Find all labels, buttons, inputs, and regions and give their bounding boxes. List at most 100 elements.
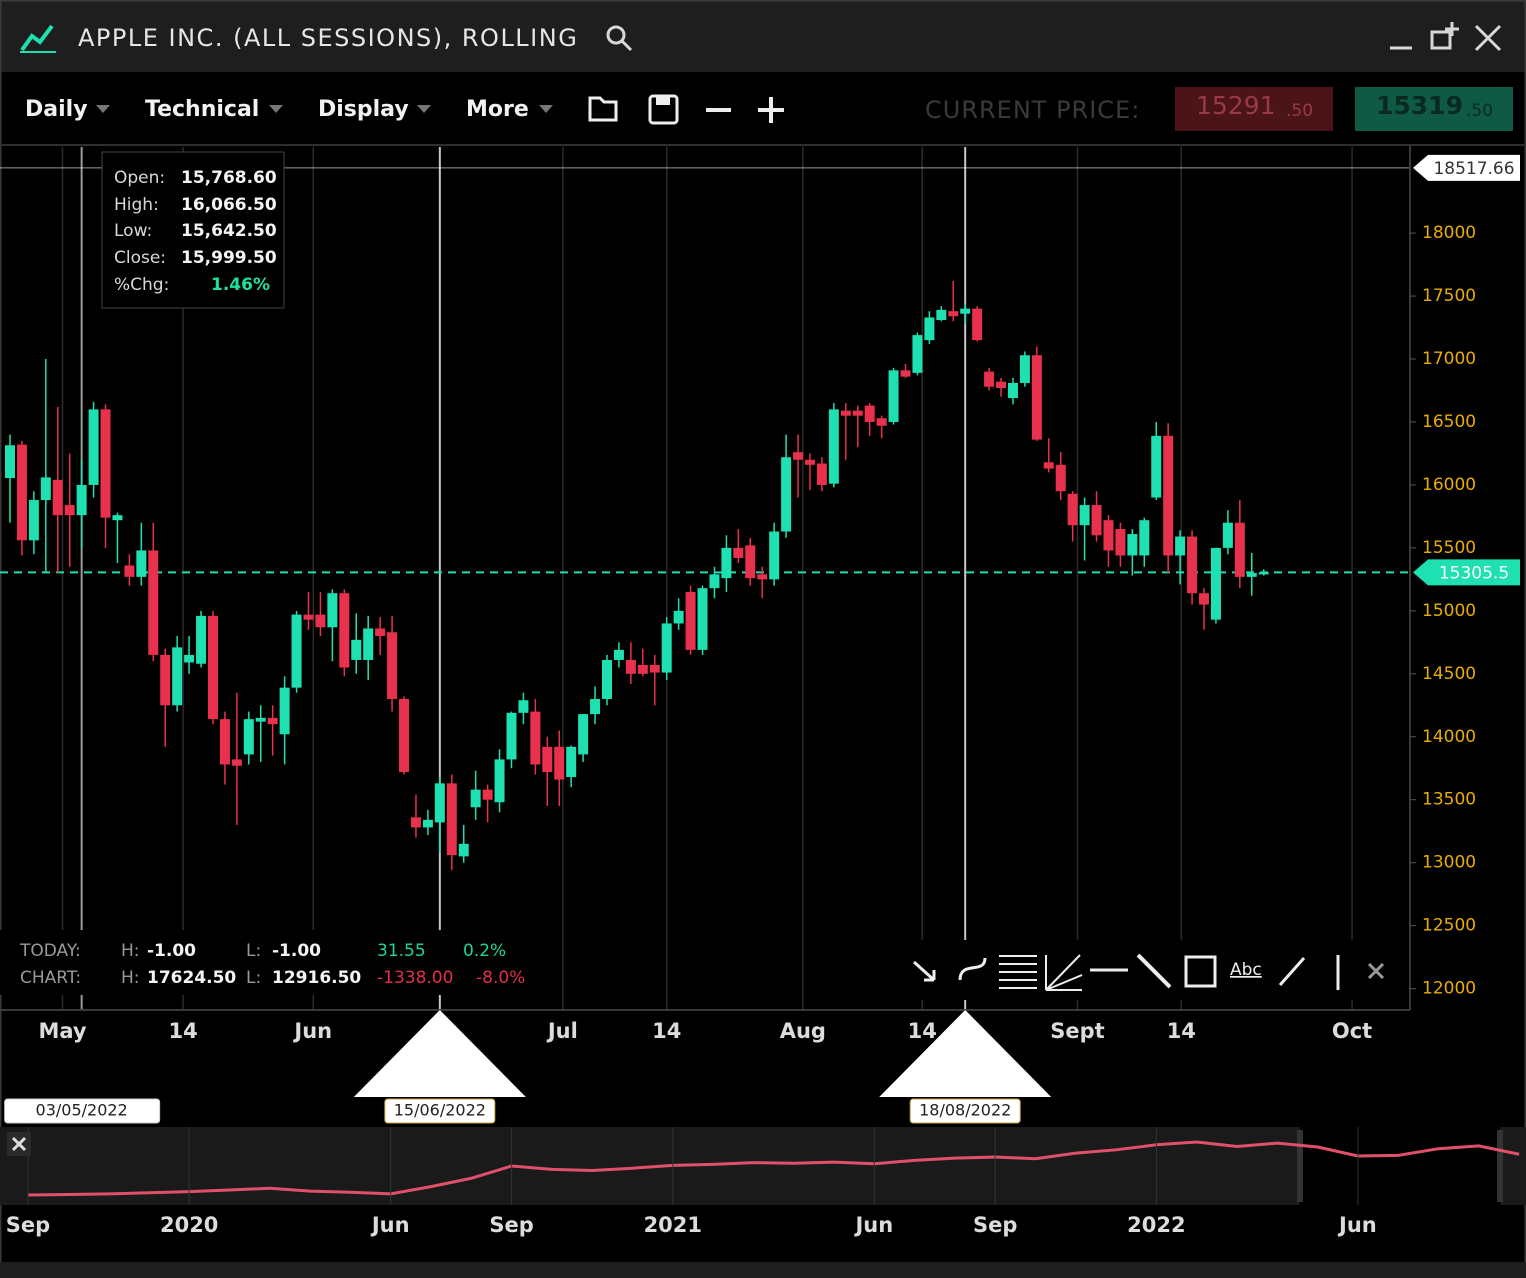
candle-body — [112, 515, 122, 520]
candle-body — [17, 445, 27, 541]
tool-text[interactable]: Abc — [1230, 960, 1262, 980]
candle-body — [554, 747, 564, 780]
y-tick-label: 14000 — [1422, 727, 1476, 747]
candle-body — [65, 505, 75, 515]
x-tick-label: Jul — [546, 1019, 578, 1043]
navigator-tick-label: Sep — [973, 1213, 1017, 1237]
candle-body — [1044, 462, 1054, 468]
navigator-window[interactable] — [1300, 1127, 1500, 1205]
bid-price: 15291 — [1196, 91, 1276, 120]
candle-body — [29, 500, 39, 540]
x-tick-label: Aug — [780, 1019, 826, 1043]
candle-body — [351, 640, 361, 660]
candle-body — [1127, 534, 1137, 555]
candle-body — [208, 616, 218, 719]
candle-body — [292, 615, 302, 688]
candle-body — [960, 309, 970, 314]
candle-body — [184, 655, 194, 663]
candle-body — [912, 335, 922, 373]
candle-body — [578, 714, 588, 754]
candle-body — [1080, 505, 1090, 525]
tooltip-value: 15,999.50 — [181, 248, 277, 268]
candle-body — [1020, 355, 1030, 383]
navigator-close[interactable] — [7, 1132, 31, 1156]
stats-label: L: — [246, 968, 261, 988]
candle-body — [1032, 355, 1042, 439]
tooltip-value: 15,642.50 — [181, 221, 277, 241]
tooltip-label: Close: — [114, 248, 166, 268]
candle-body — [1068, 494, 1078, 525]
navigator-tick-label: 2021 — [644, 1213, 702, 1237]
candle-body — [996, 382, 1006, 388]
stats-value: -1.00 — [272, 941, 321, 961]
y-tick-label: 12500 — [1422, 916, 1476, 936]
candle-body — [745, 545, 755, 578]
candle-body — [172, 647, 182, 705]
candle-body — [1223, 523, 1233, 548]
y-tick-label: 13000 — [1422, 853, 1476, 873]
candle-body — [614, 650, 624, 660]
y-tick-label: 13500 — [1422, 790, 1476, 810]
candle-body — [841, 411, 851, 416]
bid-button[interactable]: 15291 .50 — [1175, 87, 1333, 131]
candle-body — [136, 550, 146, 576]
candle-body — [1175, 537, 1185, 556]
current-price-label: CURRENT PRICE: — [925, 96, 1140, 124]
candle-body — [865, 406, 875, 422]
candle-body — [530, 712, 540, 765]
candle-body — [805, 460, 815, 465]
bid-decimals: .50 — [1286, 101, 1313, 121]
navigator-handle[interactable] — [1297, 1130, 1303, 1202]
candle-body — [1115, 529, 1125, 555]
navigator-tick-label: Jun — [370, 1213, 410, 1237]
navigator-tick-label: 2022 — [1127, 1213, 1185, 1237]
stats-label: CHART: — [20, 968, 81, 988]
candle-body — [101, 409, 111, 517]
candle-body — [709, 574, 719, 588]
y-tick-label: 14500 — [1422, 664, 1476, 684]
stats-label: TODAY: — [19, 941, 81, 961]
candle-body — [363, 628, 373, 659]
x-tick-label: 14 — [169, 1019, 198, 1043]
y-tick-label: 15000 — [1422, 601, 1476, 621]
candle-body — [698, 588, 708, 650]
x-tick-label: Jun — [292, 1019, 332, 1043]
candle-body — [387, 632, 397, 699]
candle-body — [733, 548, 743, 558]
candle-body — [674, 611, 684, 624]
candle-body — [327, 593, 337, 627]
candle-body — [853, 411, 863, 416]
ask-price: 15319 — [1376, 91, 1463, 120]
y-tick-label: 17000 — [1422, 349, 1476, 369]
tooltip-value: 15,768.60 — [181, 168, 277, 188]
candle-body — [518, 700, 528, 713]
candle-body — [889, 370, 899, 422]
candle-body — [268, 718, 278, 724]
candle-body — [5, 445, 15, 478]
candle-body — [542, 747, 552, 772]
candle-body — [829, 409, 839, 483]
tooltip-label: Open: — [114, 168, 165, 188]
navigator-handle[interactable] — [1497, 1130, 1503, 1202]
candle-body — [590, 699, 600, 714]
price-tag-label: 15305.5 — [1439, 563, 1509, 583]
candle-body — [423, 820, 433, 828]
x-tick-label: 14 — [652, 1019, 681, 1043]
menu-label: Display — [318, 97, 409, 122]
stats-value: 17624.50 — [147, 968, 236, 988]
candle-body — [948, 311, 958, 316]
navigator-tick-label: 2020 — [160, 1213, 218, 1237]
date-label: 18/08/2022 — [919, 1101, 1011, 1120]
stats-change: -1338.00 — [377, 968, 453, 988]
candle-body — [901, 370, 911, 376]
candle-body — [793, 452, 803, 460]
candle-body — [471, 790, 481, 808]
x-tick-label: Oct — [1332, 1019, 1372, 1043]
candle-body — [89, 409, 99, 485]
candle-body — [1151, 436, 1161, 498]
ask-button[interactable]: 15319 .50 — [1355, 87, 1513, 131]
candle-body — [626, 660, 636, 674]
candle-body — [304, 615, 314, 620]
stats-value: -1.00 — [147, 941, 196, 961]
